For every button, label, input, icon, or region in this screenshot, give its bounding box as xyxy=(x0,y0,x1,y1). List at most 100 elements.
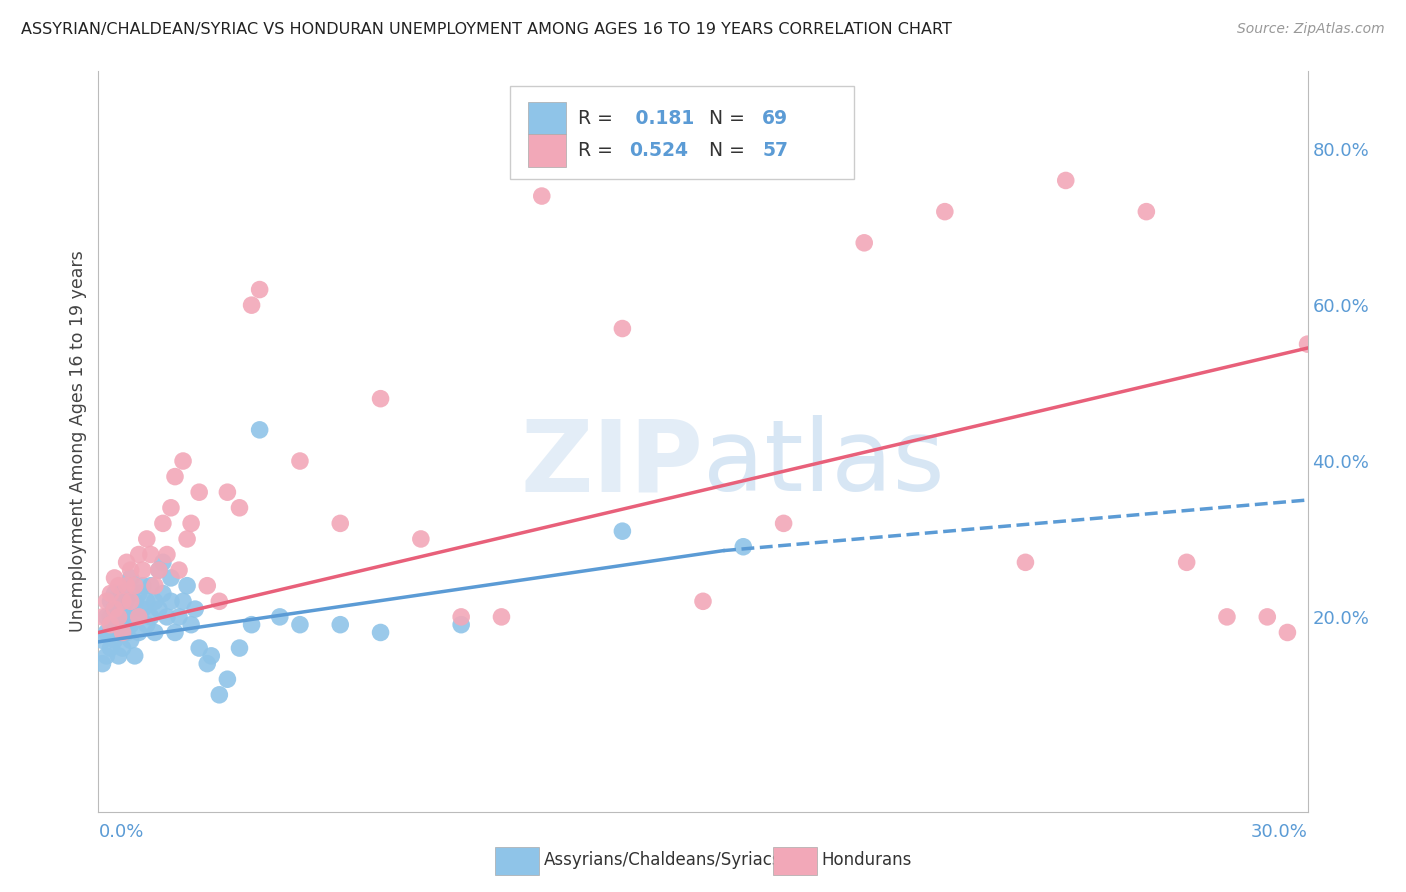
Text: atlas: atlas xyxy=(703,416,945,512)
Point xyxy=(96,610,118,624)
Point xyxy=(111,617,134,632)
Point xyxy=(329,516,352,531)
Text: 0.181: 0.181 xyxy=(630,109,695,128)
Point xyxy=(249,423,271,437)
Point xyxy=(288,617,311,632)
Point xyxy=(107,625,129,640)
Text: ASSYRIAN/CHALDEAN/SYRIAC VS HONDURAN UNEMPLOYMENT AMONG AGES 16 TO 19 YEARS CORR: ASSYRIAN/CHALDEAN/SYRIAC VS HONDURAN UNE… xyxy=(21,22,952,37)
Point xyxy=(100,641,122,656)
Point xyxy=(228,641,250,656)
Point xyxy=(120,594,142,608)
Point xyxy=(240,298,263,312)
Point xyxy=(120,617,142,632)
Point xyxy=(148,563,170,577)
Point xyxy=(172,454,194,468)
Point xyxy=(152,555,174,569)
Point xyxy=(163,625,186,640)
Text: Assyrians/Chaldeans/Syriacs: Assyrians/Chaldeans/Syriacs xyxy=(543,851,780,869)
Point xyxy=(217,485,239,500)
Point xyxy=(228,500,250,515)
Point xyxy=(148,563,170,577)
Point xyxy=(156,548,179,562)
Point xyxy=(115,579,138,593)
Point xyxy=(103,586,125,600)
Point xyxy=(143,594,166,608)
Point xyxy=(107,610,129,624)
Point xyxy=(96,594,118,608)
Point xyxy=(329,617,352,632)
Point xyxy=(612,321,634,335)
Point xyxy=(111,586,134,600)
Point xyxy=(132,563,155,577)
Point xyxy=(167,610,190,624)
Text: 69: 69 xyxy=(762,109,789,128)
Point xyxy=(1135,204,1157,219)
Point xyxy=(269,610,291,624)
Point xyxy=(91,610,114,624)
Point xyxy=(96,625,118,640)
Point xyxy=(1054,173,1077,187)
Point xyxy=(135,617,157,632)
Point xyxy=(188,485,211,500)
Point xyxy=(853,235,876,250)
Point xyxy=(195,579,218,593)
Point xyxy=(128,548,150,562)
Point xyxy=(200,648,222,663)
Point xyxy=(100,594,122,608)
Point xyxy=(152,516,174,531)
Y-axis label: Unemployment Among Ages 16 to 19 years: Unemployment Among Ages 16 to 19 years xyxy=(69,251,87,632)
Point xyxy=(934,204,956,219)
Point xyxy=(91,657,114,671)
Point xyxy=(172,594,194,608)
Point xyxy=(103,617,125,632)
Point xyxy=(132,602,155,616)
Point xyxy=(124,610,146,624)
Point xyxy=(120,571,142,585)
Point xyxy=(107,648,129,663)
Text: Source: ZipAtlas.com: Source: ZipAtlas.com xyxy=(1237,22,1385,37)
Point xyxy=(128,586,150,600)
Point xyxy=(111,594,134,608)
Point xyxy=(450,610,472,624)
Point xyxy=(111,641,134,656)
Point xyxy=(208,688,231,702)
Point xyxy=(139,579,162,593)
Point xyxy=(160,571,183,585)
Point xyxy=(103,602,125,616)
Point xyxy=(103,571,125,585)
Point xyxy=(143,579,166,593)
Point xyxy=(111,602,134,616)
FancyBboxPatch shape xyxy=(509,87,855,178)
Text: R =: R = xyxy=(578,141,619,160)
Point xyxy=(100,610,122,624)
Point xyxy=(184,602,207,616)
Point xyxy=(103,633,125,648)
Point xyxy=(115,625,138,640)
Point xyxy=(135,594,157,608)
Point xyxy=(772,516,794,531)
Point xyxy=(1296,337,1319,351)
FancyBboxPatch shape xyxy=(527,135,567,167)
Point xyxy=(450,617,472,632)
FancyBboxPatch shape xyxy=(495,847,538,875)
Text: N =: N = xyxy=(697,109,751,128)
Point xyxy=(128,610,150,624)
Point xyxy=(160,594,183,608)
Point xyxy=(152,586,174,600)
Point xyxy=(139,610,162,624)
Point xyxy=(100,625,122,640)
FancyBboxPatch shape xyxy=(527,102,567,135)
Point xyxy=(156,610,179,624)
Point xyxy=(240,617,263,632)
Point xyxy=(115,555,138,569)
Point xyxy=(733,540,755,554)
Point xyxy=(128,625,150,640)
Point xyxy=(120,563,142,577)
Point xyxy=(163,469,186,483)
Point xyxy=(217,672,239,686)
Point xyxy=(176,532,198,546)
Point xyxy=(143,625,166,640)
Point xyxy=(208,594,231,608)
Point xyxy=(409,532,432,546)
Point xyxy=(100,586,122,600)
